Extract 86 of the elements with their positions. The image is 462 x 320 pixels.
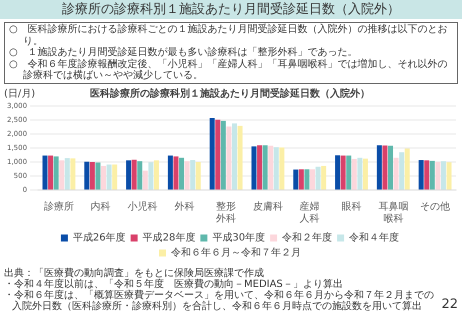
bar	[137, 160, 142, 189]
bar	[101, 165, 106, 189]
bar	[196, 162, 201, 189]
source-note: 出典：「医療費の動向調査」をもとに保険局医療課で作成	[4, 268, 265, 278]
bar	[335, 154, 340, 189]
bar	[394, 157, 399, 189]
bar	[430, 160, 435, 189]
legend-label: 令和４年度	[349, 231, 400, 244]
bar	[126, 160, 132, 189]
bar	[210, 118, 215, 189]
bar	[404, 148, 410, 189]
bar	[298, 168, 304, 189]
bar	[268, 145, 274, 189]
bar	[84, 161, 90, 189]
legend-label: 令和６年６月～令和７年２月	[171, 246, 301, 258]
bar	[220, 120, 226, 189]
x-tick-label: 内科	[90, 200, 111, 212]
legend-label: 平成30年度	[212, 231, 266, 244]
x-tick-label: 産婦人科	[300, 200, 320, 224]
bar	[279, 146, 284, 189]
bar	[424, 160, 430, 189]
bar	[173, 156, 178, 189]
bar	[293, 169, 298, 189]
text: 22	[441, 296, 458, 312]
bar	[42, 155, 48, 189]
bar	[95, 162, 100, 189]
bar	[48, 155, 54, 189]
bar	[382, 144, 388, 189]
bar	[251, 146, 256, 189]
chart-title: 診療所の診療科別１施設あたり月間受診延日数（入院外）	[0, 0, 462, 19]
bar	[232, 122, 237, 189]
bar	[112, 164, 118, 189]
bar	[132, 159, 137, 189]
bar	[310, 168, 316, 189]
bar	[179, 157, 184, 189]
text: ○ １施設あたり月間受診延日数が最も多い診療科は「整形外科」であった。	[9, 47, 359, 58]
bar	[90, 162, 95, 189]
bar	[418, 160, 424, 189]
bar	[148, 162, 154, 189]
bar	[446, 162, 452, 189]
bar	[54, 156, 59, 189]
bar	[226, 126, 232, 189]
bar	[70, 158, 76, 189]
bar	[340, 155, 346, 189]
bar	[64, 158, 70, 189]
y-axis-title: (日/月)	[4, 88, 36, 100]
bar	[142, 170, 148, 189]
text: ・令和６年度は、「概算医療費データベース」を用いて、令和６年６月から令和７年２月までの入院外日数（医科診療所・診療科別）を合計し、令和６年６月時点での施設数を用いて算出	[4, 290, 435, 312]
bar	[316, 166, 321, 189]
bar	[399, 152, 404, 189]
bar	[362, 158, 368, 189]
x-tick-label: 耳鼻咽喉科	[378, 200, 408, 224]
x-tick-label: 整形外科	[216, 200, 236, 224]
bar	[106, 164, 112, 189]
text: ○ 医科診療所における診療科ごとの１施設あたり月間受診延日数（入院外）の推移は以下のとおり。	[9, 24, 449, 46]
bar	[154, 160, 159, 189]
x-tick-label: 診療所	[44, 200, 74, 212]
bar	[435, 162, 440, 189]
bar	[215, 119, 220, 189]
x-tick-label: 小児科	[128, 200, 158, 212]
bar	[257, 144, 262, 189]
bar	[357, 157, 362, 189]
x-tick-label: その他	[420, 200, 450, 212]
text: ・令和４年度以前は、「令和５年度 医療費の動向－MEDIAS－」より算出	[4, 278, 344, 290]
x-tick-label: 外科	[174, 200, 194, 212]
bar	[388, 145, 394, 189]
bar	[352, 158, 357, 189]
bar	[376, 144, 382, 189]
legend-label: 平成26年度	[72, 231, 126, 244]
bar	[346, 155, 352, 189]
text: ○ 令和６年度診療報酬改定後、「小児科」「産婦人科」「耳鼻咽喉科」では増加し、それ以外の診療科では横ばい～やや減少している。	[9, 58, 449, 82]
bar	[238, 125, 243, 189]
bar	[190, 160, 196, 189]
bar	[440, 160, 446, 189]
bar	[274, 146, 279, 189]
bar	[59, 160, 64, 189]
bar	[304, 168, 310, 189]
x-tick-label: 皮膚科	[252, 200, 283, 212]
bar	[262, 144, 268, 189]
chart-subtitle: 医科診療所の診療科別１施設あたり月間受診延日数（入院外）	[90, 87, 370, 100]
bar	[168, 155, 173, 189]
bar	[184, 160, 190, 189]
legend-label: 平成28年度	[142, 231, 196, 244]
x-tick-label: 眼科	[342, 200, 362, 212]
legend-label: 令和２年度	[282, 231, 332, 244]
bar	[321, 165, 326, 189]
